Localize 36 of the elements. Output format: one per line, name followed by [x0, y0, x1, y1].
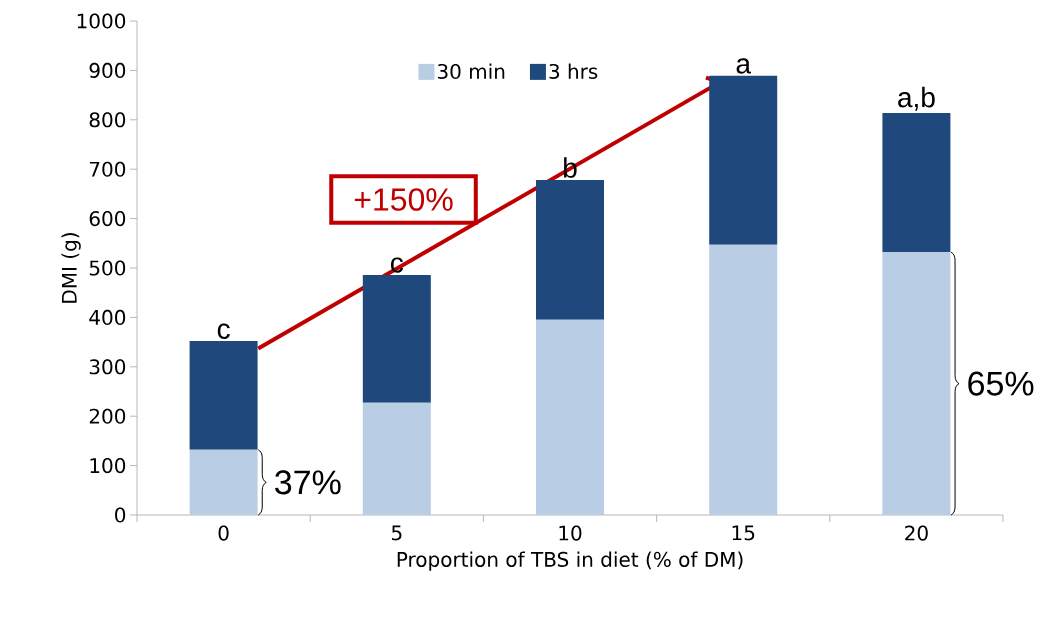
legend-label: 3 hrs [549, 63, 598, 80]
annotation: +150% [354, 188, 453, 211]
x-tick-label: 5 [391, 525, 402, 541]
annotation: c [217, 323, 230, 339]
bar [189, 449, 258, 515]
x-tick-label: 0 [218, 525, 229, 541]
y-tick-label: 900 [89, 62, 126, 78]
y-tick-label: 1000 [77, 13, 126, 29]
bar [536, 319, 605, 515]
bar [189, 341, 258, 450]
annotation: 37% [275, 470, 341, 495]
y-tick-label: 500 [89, 260, 126, 276]
bar [536, 180, 605, 320]
annotation: a,b [898, 86, 935, 111]
bar [362, 402, 431, 515]
y-tick-label: 400 [89, 309, 126, 325]
y-tick-label: 300 [89, 359, 126, 375]
y-axis-title: DMI (g) [61, 233, 81, 303]
legend-label: 30 min [437, 63, 505, 80]
x-tick-label: 15 [732, 525, 755, 541]
bar [362, 274, 431, 403]
x-axis-title: Proportion of TBS in diet (% of DM) [397, 551, 743, 571]
x-tick-label: 20 [905, 525, 928, 541]
bar [709, 75, 778, 245]
annotation: a [736, 58, 751, 74]
y-tick-label: 600 [89, 211, 126, 227]
y-tick-label: 100 [90, 458, 126, 474]
annotation: 65% [968, 371, 1034, 396]
bar [709, 244, 778, 515]
y-tick-label: 700 [89, 161, 126, 177]
bar [882, 252, 951, 515]
y-tick-label: 800 [89, 112, 126, 128]
bar [882, 112, 951, 253]
x-tick-label: 10 [559, 525, 582, 541]
y-tick-label: 0 [115, 507, 126, 523]
y-tick-label: 200 [89, 408, 126, 424]
